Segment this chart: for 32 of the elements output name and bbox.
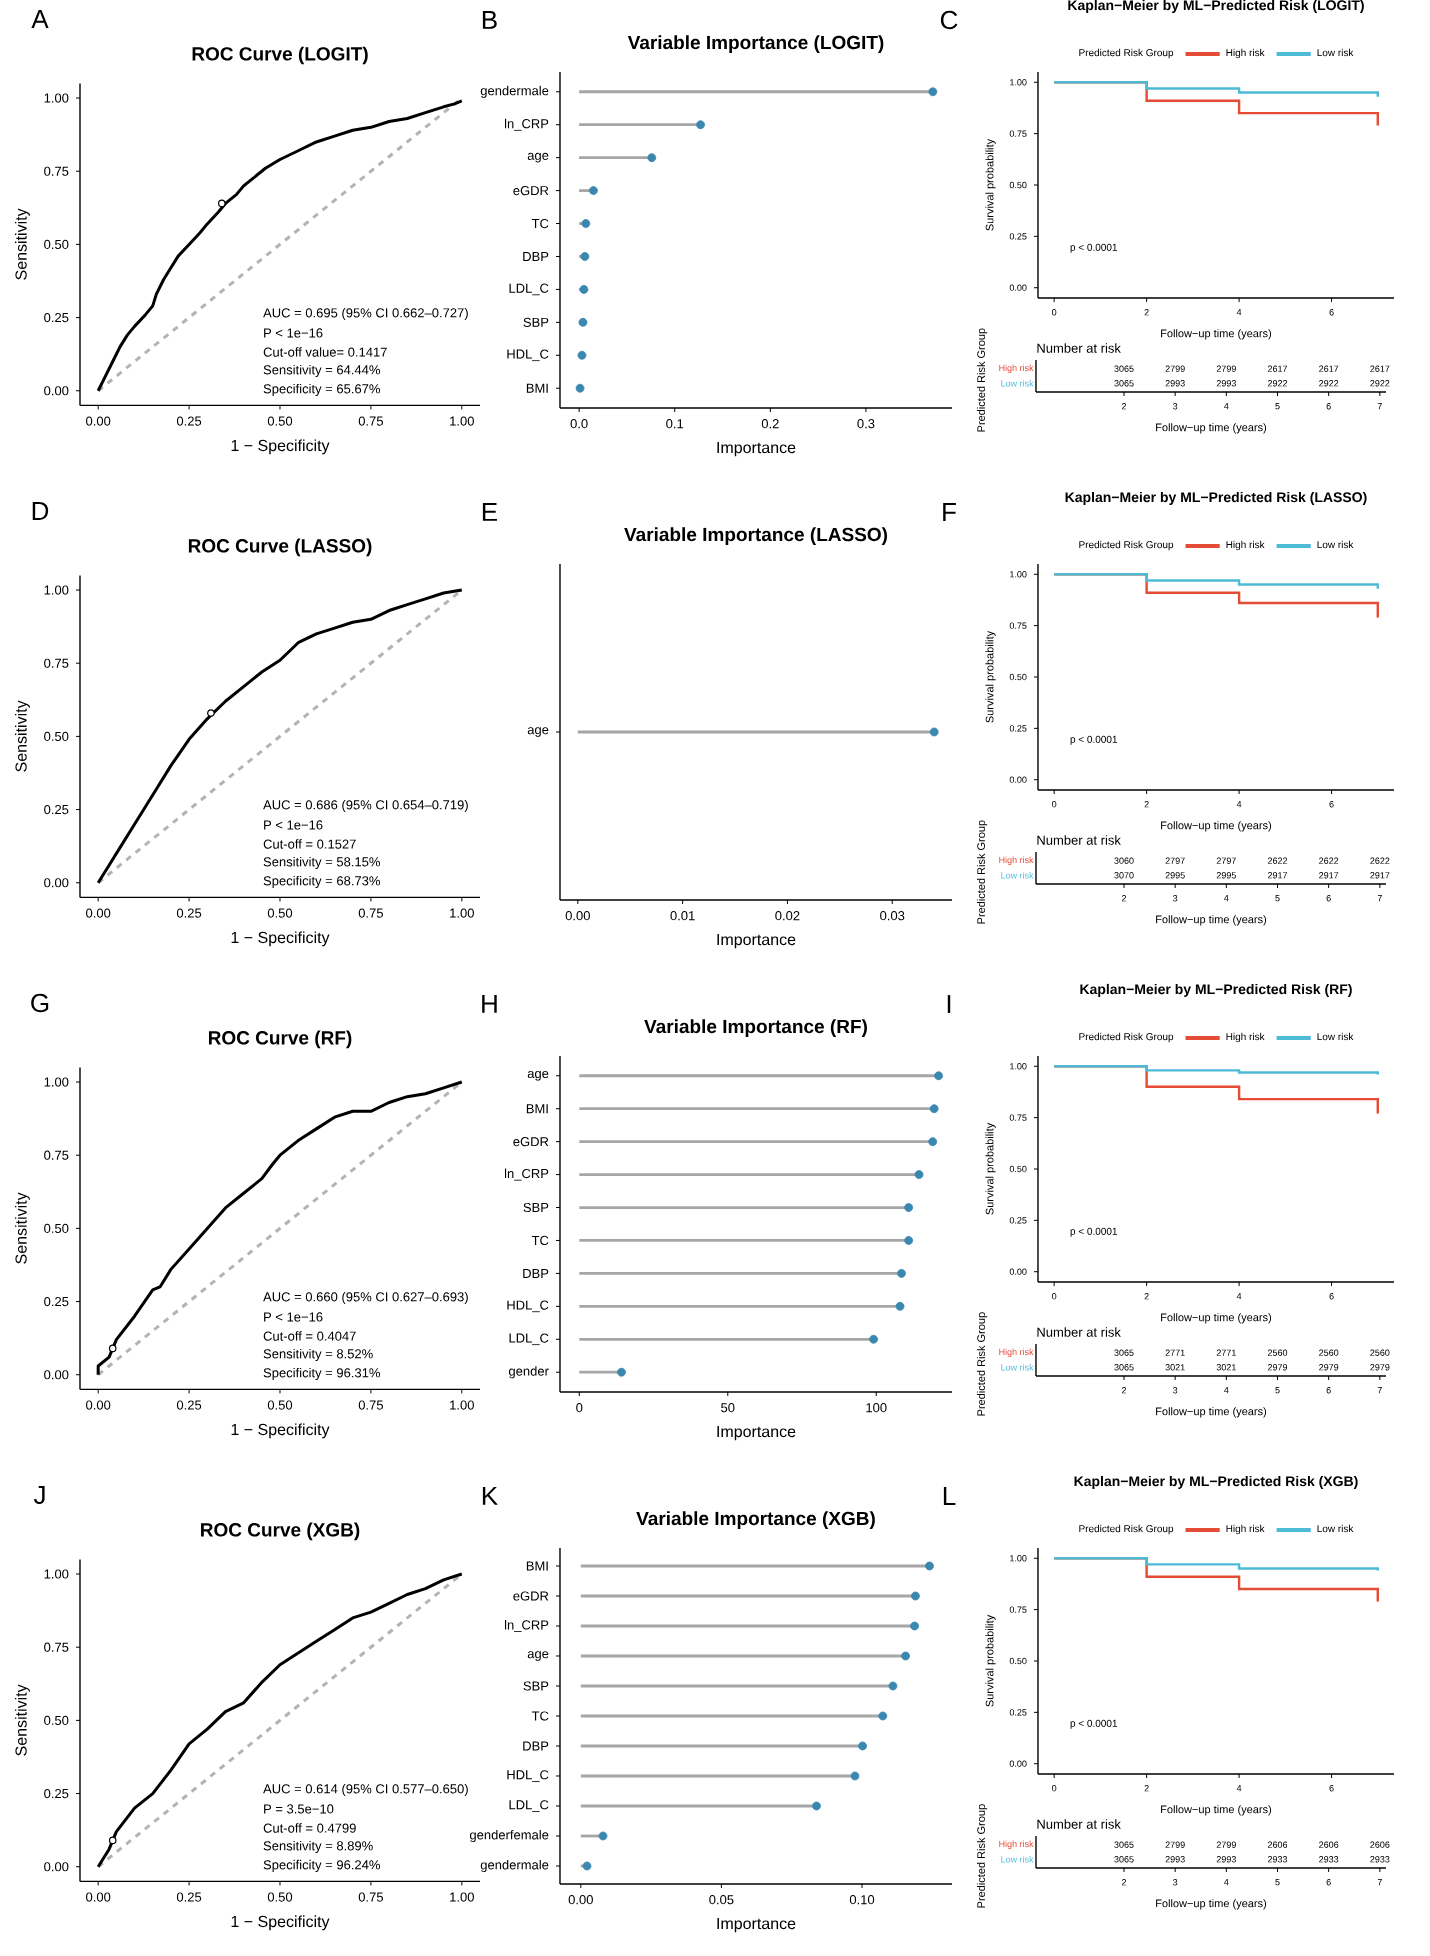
chart-title: ROC Curve (RF)	[208, 1030, 352, 1049]
x-axis-title: 1 − Specificity	[231, 931, 330, 947]
x-axis-title: Importance	[717, 442, 796, 457]
text: D	[32, 502, 49, 520]
text: C	[940, 10, 958, 30]
x-axis-title: 1 − Specificity	[231, 1915, 330, 1931]
y-axis-title: Sensitivity	[14, 208, 30, 280]
text: F	[943, 503, 956, 521]
text: I	[947, 995, 951, 1013]
text: E	[482, 502, 497, 521]
chart-title: Variable Importance (LASSO)	[624, 527, 888, 545]
y-axis-title: Sensitivity	[14, 1684, 30, 1756]
text: G	[31, 993, 49, 1013]
text: B	[482, 10, 497, 29]
text: A	[31, 10, 49, 28]
y-axis-title: Sensitivity	[14, 700, 30, 772]
chart-title: ROC Curve (LASSO)	[188, 538, 372, 557]
chart-title: ROC Curve (LOGIT)	[192, 46, 368, 65]
chart-title: ROC Curve (XGB)	[201, 1522, 360, 1541]
chart-title: Variable Importance (LOGIT)	[627, 35, 884, 53]
x-axis-title: Importance	[717, 1425, 796, 1441]
x-axis-title: 1 − Specificity	[231, 439, 330, 455]
x-axis-title: 1 − Specificity	[231, 1423, 330, 1439]
chart-title: Variable Importance (XGB)	[636, 1511, 875, 1529]
text: K	[482, 1486, 498, 1505]
text: L	[943, 1487, 956, 1505]
x-axis-title: Importance	[717, 933, 796, 949]
text: H	[482, 994, 497, 1013]
chart-title: Variable Importance (RF)	[644, 1019, 867, 1037]
x-axis-title: Importance	[717, 1917, 796, 1933]
text: J	[33, 1485, 45, 1505]
y-axis-title: Sensitivity	[14, 1192, 30, 1264]
